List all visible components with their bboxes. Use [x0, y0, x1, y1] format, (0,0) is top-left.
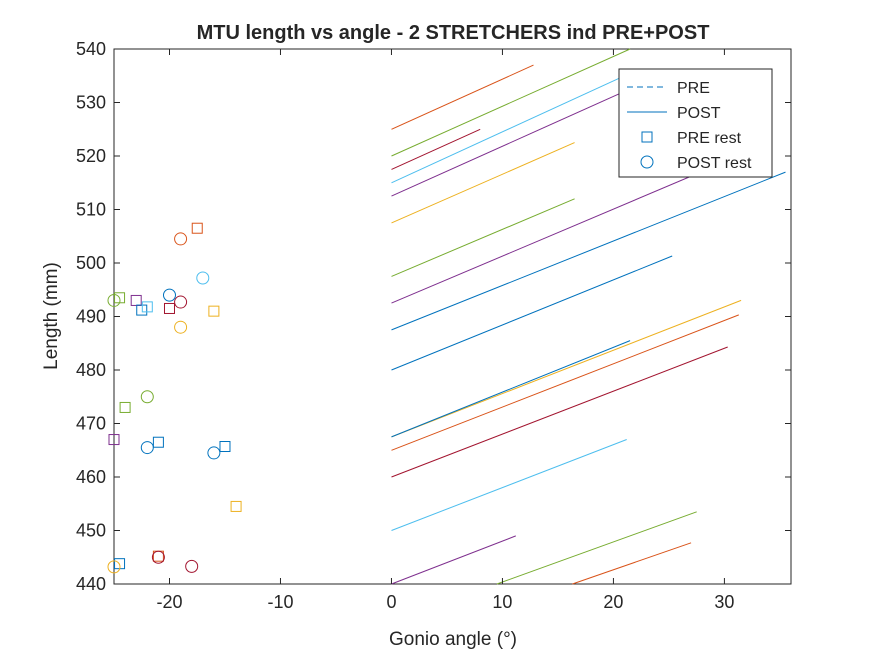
series-line-4	[391, 75, 625, 184]
post-rest-point-6	[174, 320, 188, 334]
pre-rest-point-9	[108, 434, 120, 446]
pre-rest-point-12	[230, 500, 242, 512]
post-rest-point-4	[174, 295, 188, 309]
pre-rest-point-8	[119, 401, 131, 413]
pre-rest-point-2	[208, 305, 220, 317]
pre-rest-point-1	[191, 222, 203, 234]
y-tick-label: 510	[76, 200, 106, 220]
series-line-16	[391, 535, 516, 585]
series-line-7	[391, 198, 575, 277]
series-line-2	[391, 48, 631, 157]
x-tick-label: 0	[386, 592, 396, 612]
y-axis-label: Length (mm)	[41, 262, 62, 370]
series-line-13	[391, 314, 739, 451]
y-tick-label: 520	[76, 146, 106, 166]
chart-title: MTU length vs angle - 2 STRETCHERS ind P…	[197, 22, 710, 44]
series-line-14	[391, 346, 728, 478]
y-tick-label: 530	[76, 93, 106, 113]
post-rest-point-1	[174, 232, 188, 246]
series-line-10	[391, 255, 673, 371]
pre-rest-point-10	[152, 436, 164, 448]
chart-marks	[107, 48, 786, 585]
post-rest-point-10	[151, 550, 165, 564]
series-line-18	[572, 542, 692, 585]
x-tick-label: 30	[714, 592, 734, 612]
legend-label-2: POST	[677, 105, 721, 122]
pre-rest-point-5	[136, 304, 148, 316]
series-line-5	[391, 85, 636, 197]
y-tick-label: 500	[76, 253, 106, 273]
x-axis-label: Gonio angle (°)	[389, 629, 517, 650]
post-rest-point-8	[140, 441, 154, 455]
post-rest-point-9	[207, 446, 221, 460]
y-tick-label: 450	[76, 521, 106, 541]
legend: PRE POST PRE rest POST rest	[618, 68, 773, 178]
pre-rest-point-11	[219, 441, 231, 453]
pre-rest-point-4	[130, 294, 142, 306]
post-rest-point-2	[196, 271, 210, 285]
series-line-11	[391, 299, 742, 438]
series-line-6	[391, 142, 575, 224]
x-tick-label: -10	[267, 592, 293, 612]
post-rest-point-3	[162, 288, 176, 302]
legend-swatch-post-rest	[640, 155, 654, 169]
pre-rest-point-6	[141, 301, 153, 313]
series-line-17	[496, 511, 697, 585]
series-line-3	[391, 128, 481, 170]
pre-rest-point-3	[163, 302, 175, 314]
axis-ticks: -20 -10 0 10 20 30 440 450 460 470 480 490 500 510 520…	[76, 39, 791, 612]
legend-label-3: PRE rest	[677, 130, 742, 147]
post-rest-point-12	[107, 560, 121, 574]
series-line-12	[391, 340, 631, 438]
legend-label-4: POST rest	[677, 155, 752, 172]
y-tick-label: 480	[76, 360, 106, 380]
x-tick-label: -20	[156, 592, 182, 612]
y-tick-label: 440	[76, 574, 106, 594]
x-tick-label: 20	[603, 592, 623, 612]
legend-label-1: PRE	[677, 80, 710, 97]
y-tick-label: 470	[76, 414, 106, 434]
y-tick-label: 490	[76, 307, 106, 327]
series-line-1	[391, 64, 534, 130]
post-rest-point-7	[140, 390, 154, 404]
series-line-15	[391, 439, 627, 531]
y-tick-label: 460	[76, 467, 106, 487]
post-rest-point-5	[107, 293, 121, 307]
post-rest-point-11	[185, 559, 199, 573]
x-tick-label: 10	[492, 592, 512, 612]
legend-swatch-pre-rest	[641, 131, 653, 143]
y-tick-label: 540	[76, 39, 106, 59]
series-line-9	[391, 171, 786, 331]
legend-box	[618, 68, 773, 178]
